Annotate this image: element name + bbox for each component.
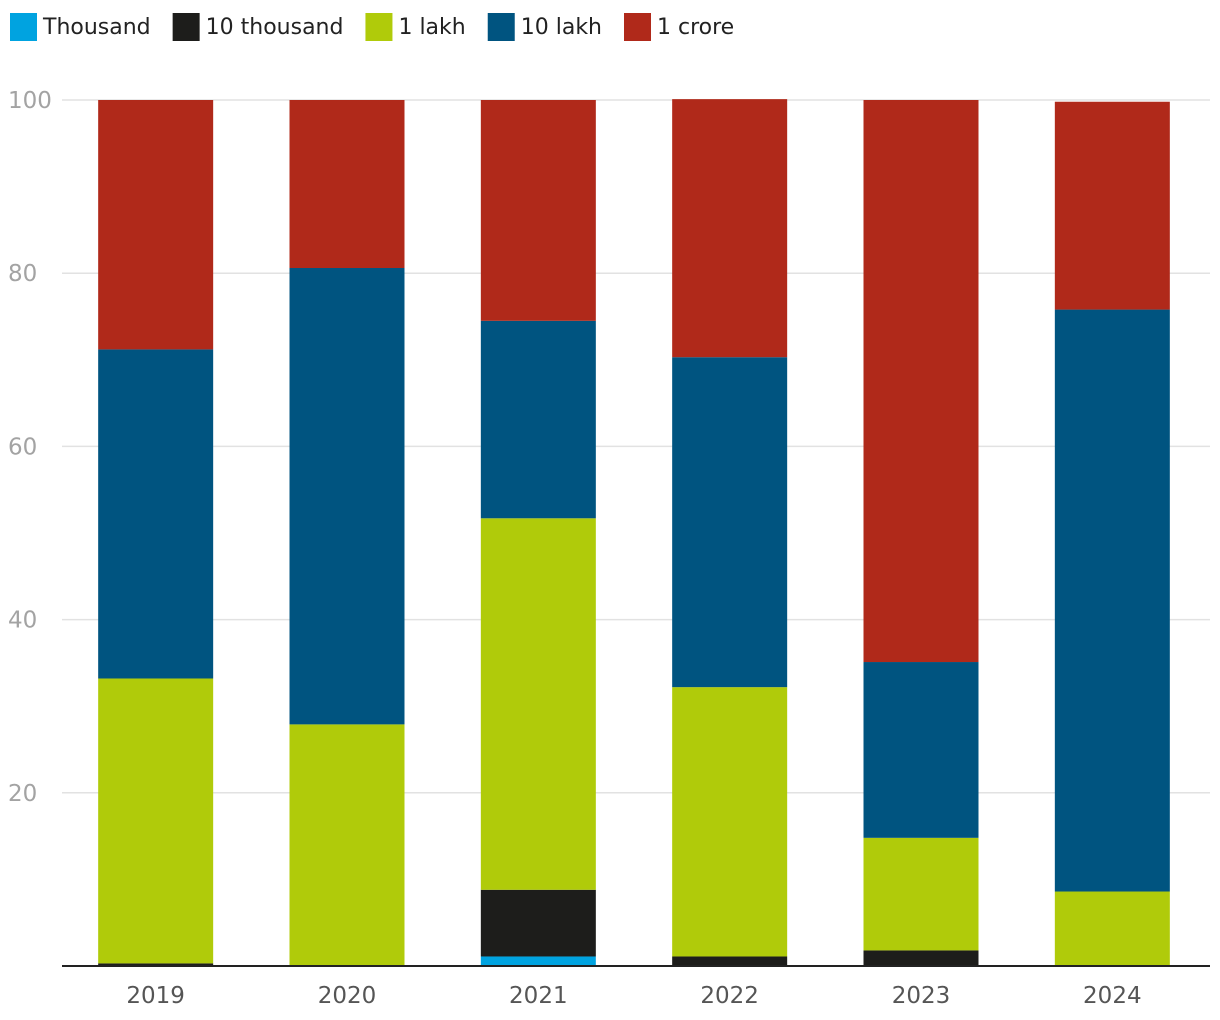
bar-2021-1-crore — [480, 100, 596, 321]
bar-group-2023 — [863, 100, 979, 966]
legend-swatch — [624, 13, 651, 41]
y-tick-label: 40 — [8, 608, 37, 634]
bar-2021-10-lakh — [480, 320, 596, 519]
bar-2021-10-thousand — [480, 889, 596, 957]
bar-2024-1-crore — [1054, 101, 1170, 310]
bar-group-2022 — [672, 99, 788, 966]
legend-swatch — [10, 13, 37, 41]
x-tick-label: 2023 — [892, 983, 951, 1009]
bar-2021-1-lakh — [480, 518, 596, 890]
x-axis-ticks: 2019 2020 2021 2022 2023 2024 — [126, 983, 1141, 1009]
bar-2022-1-crore — [672, 99, 788, 358]
bar-2023-1-lakh — [863, 837, 979, 951]
bar-2020-1-lakh — [289, 724, 405, 966]
bar-2024-10-lakh — [1054, 309, 1170, 892]
legend-label: 10 thousand — [206, 15, 344, 40]
y-tick-label: 80 — [8, 261, 37, 287]
bar-2019-1-crore — [98, 100, 214, 350]
legend-item-1-crore: 1 crore — [624, 13, 734, 41]
legend-label: Thousand — [42, 15, 151, 40]
legend-label: 1 lakh — [398, 15, 465, 40]
bar-group-2021 — [480, 100, 596, 966]
legend-item-10-lakh: 10 lakh — [487, 13, 602, 41]
x-tick-label: 2022 — [700, 983, 759, 1009]
bar-group-2020 — [289, 100, 405, 966]
legend: Thousand 10 thousand 1 lakh 10 lakh 1 crore — [10, 13, 734, 41]
x-tick-label: 2019 — [126, 983, 185, 1009]
legend-label: 10 lakh — [521, 15, 602, 40]
legend-item-1-lakh: 1 lakh — [365, 13, 466, 41]
x-tick-label: 2024 — [1083, 983, 1142, 1009]
legend-item-thousand: Thousand — [10, 13, 151, 41]
bar-2020-10-lakh — [289, 268, 405, 725]
legend-swatch — [172, 13, 200, 41]
bar-2022-10-thousand — [672, 956, 788, 966]
bar-2024-1-lakh — [1054, 891, 1170, 966]
legend-item-10-thousand: 10 thousand — [172, 13, 344, 41]
bar-2019-10-lakh — [98, 349, 214, 679]
legend-swatch — [365, 13, 393, 41]
bar-2022-1-lakh — [672, 687, 788, 957]
legend-label: 1 crore — [657, 15, 734, 40]
bar-2019-1-lakh — [98, 678, 214, 964]
bar-2020-1-crore — [289, 100, 405, 269]
bar-2023-10-thousand — [863, 950, 979, 966]
bar-2023-1-crore — [863, 100, 979, 663]
y-tick-label: 60 — [8, 434, 37, 460]
bar-group-2024 — [1054, 101, 1170, 966]
x-tick-label: 2020 — [318, 983, 377, 1009]
x-tick-label: 2021 — [509, 983, 568, 1009]
bar-2019-10-thousand — [98, 963, 214, 966]
gridlines — [62, 99, 1210, 794]
bar-2021-thousand — [480, 956, 596, 966]
y-tick-label: 20 — [8, 781, 37, 807]
bars — [98, 99, 1170, 966]
bar-2022-10-lakh — [672, 357, 788, 688]
bar-group-2019 — [98, 100, 214, 966]
bar-2023-10-lakh — [863, 662, 979, 838]
y-axis-ticks: 20 40 60 80 100 — [8, 88, 52, 807]
y-tick-label: 100 — [8, 88, 52, 114]
legend-swatch — [487, 13, 515, 41]
